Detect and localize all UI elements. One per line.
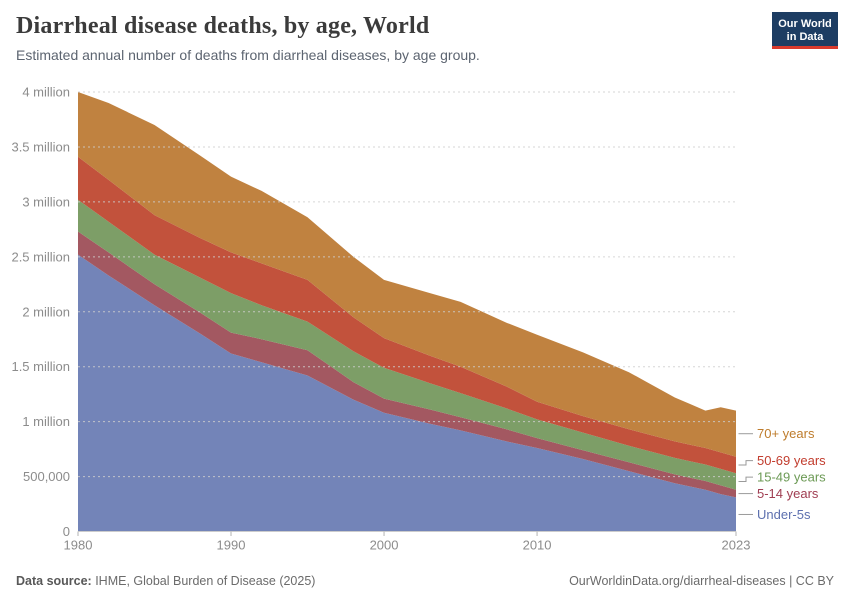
area-under-5s[interactable]: [78, 254, 736, 532]
x-tick-label: 2010: [523, 538, 552, 553]
area-15-49-years[interactable]: [78, 199, 736, 490]
x-tick-label: 2000: [370, 538, 399, 553]
data-source-text: Data source: IHME, Global Burden of Dise…: [16, 574, 315, 588]
y-tick-label: 4 million: [22, 85, 70, 100]
y-tick-label: 1 million: [22, 414, 70, 429]
legend-leader-line-15-49-years: [738, 476, 753, 483]
owid-logo: Our World in Data: [772, 12, 838, 49]
page-subtitle: Estimated annual number of deaths from d…: [16, 46, 480, 63]
y-tick-label: 0: [63, 524, 70, 539]
license-link[interactable]: OurWorldinData.org/diarrheal-diseases | …: [569, 574, 834, 588]
y-tick-label: 3.5 million: [11, 139, 70, 154]
page-title: Diarrheal disease deaths, by age, World: [16, 13, 430, 39]
area-70-plus-years[interactable]: [78, 92, 736, 457]
owid-logo-stripe: [772, 46, 838, 49]
owid-logo-line1: Our World: [778, 17, 832, 30]
y-tick-label: 2.5 million: [11, 249, 70, 264]
legend-label-5-14-years[interactable]: 5-14 years: [757, 486, 819, 501]
legend-label-under-5s[interactable]: Under-5s: [757, 507, 811, 522]
y-tick-label: 500,000: [23, 469, 70, 484]
legend-label-15-49-years[interactable]: 15-49 years: [757, 470, 826, 485]
data-source-label: Data source:: [16, 574, 92, 588]
x-tick-label: 2023: [722, 538, 751, 553]
y-tick-label: 2 million: [22, 304, 70, 319]
legend-label-50-69-years[interactable]: 50-69 years: [757, 453, 826, 468]
owid-logo-line2: in Data: [786, 30, 824, 43]
legend-label-70-plus-years[interactable]: 70+ years: [757, 426, 815, 441]
x-tick-label: 1980: [64, 538, 93, 553]
chart-footer: Data source: IHME, Global Burden of Dise…: [16, 574, 834, 588]
data-source-value: IHME, Global Burden of Disease (2025): [91, 574, 316, 588]
legend-leader-line-50-69-years: [738, 460, 753, 466]
x-tick-label: 1990: [217, 538, 246, 553]
area-50-69-years[interactable]: [78, 156, 736, 474]
chart-header: Diarrheal disease deaths, by age, World …: [16, 12, 756, 63]
y-tick-label: 3 million: [22, 194, 70, 209]
y-tick-label: 1.5 million: [11, 359, 70, 374]
